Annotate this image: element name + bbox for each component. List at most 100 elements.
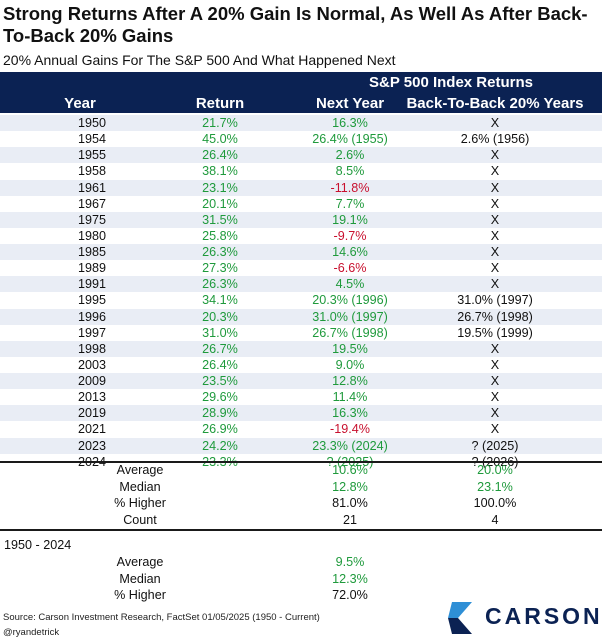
stats-back-to-back-value: 4: [491, 512, 499, 527]
row-back-to-back-cell: 2.6% (1956): [460, 132, 530, 147]
header-group-label: S&P 500 Index Returns: [369, 74, 533, 91]
table-row: 1998 26.7% 19.5% X: [0, 340, 602, 357]
row-year-cell: 2009: [77, 374, 107, 388]
table-row: 1995 34.1% 20.3% (1996) 31.0% (1997): [0, 292, 602, 308]
table-row: 1954 45.0% 26.4% (1955) 2.6% (1956): [0, 131, 602, 147]
header-year: Year: [64, 95, 96, 112]
carson-logo-text: CARSON: [485, 603, 602, 629]
row-back-to-back-cell: X: [490, 180, 500, 195]
period-stats-label: Average: [116, 555, 164, 569]
row-year-cell: 2013: [77, 390, 107, 405]
row-return-cell: 38.1%: [202, 164, 238, 179]
row-year-cell: 1967: [77, 196, 107, 211]
row-back-to-back-cell: X: [490, 116, 500, 130]
table-row: 1961 23.1% -11.8% X: [0, 179, 602, 196]
row-return-cell: 24.2%: [202, 438, 238, 453]
row-year-cell: 1958: [77, 164, 107, 179]
row-next-year-cell: 31.0% (1997): [312, 309, 388, 324]
author-handle: @ryandetrick: [3, 627, 60, 638]
row-return-cell: 27.3%: [202, 261, 238, 276]
period-stats-row: % Higher 72.0%: [0, 587, 602, 604]
row-year-cell: 1996: [77, 309, 107, 324]
row-year-cell: 2003: [77, 357, 107, 372]
table-row: 2023 24.2% 23.3% (2024) ? (2025): [0, 437, 602, 454]
row-return-cell: 21.7%: [202, 116, 238, 130]
row-next-year-cell: 8.5%: [335, 164, 365, 179]
chart-title: Strong Returns After A 20% Gain Is Norma…: [3, 3, 588, 46]
row-next-year-cell: 20.3% (1996): [312, 293, 388, 308]
table-row: 1958 38.1% 8.5% X: [0, 163, 602, 179]
row-back-to-back-cell: 19.5% (1999): [457, 325, 533, 340]
row-return-cell: 29.6%: [202, 390, 238, 405]
row-return-cell: 31.0%: [202, 325, 238, 340]
row-next-year-cell: 26.7% (1998): [312, 325, 388, 340]
row-year-cell: 1995: [77, 293, 107, 308]
row-back-to-back-cell: X: [490, 164, 500, 179]
stats-back-to-back-value: 100.0%: [473, 496, 517, 510]
table-row: 2019 28.9% 16.3% X: [0, 405, 602, 422]
row-year-cell: 1985: [77, 245, 107, 259]
table-row: 1996 20.3% 31.0% (1997) 26.7% (1998): [0, 308, 602, 325]
stats-back-to-back-value: 20.0%: [477, 463, 513, 477]
table-row: 1980 25.8% -9.7% X: [0, 228, 602, 244]
row-year-cell: 1961: [77, 180, 107, 195]
row-return-cell: 23.1%: [202, 180, 238, 195]
row-back-to-back-cell: X: [490, 212, 500, 227]
row-next-year-cell: 12.8%: [332, 374, 368, 388]
row-year-cell: 2021: [77, 422, 107, 437]
row-back-to-back-cell: X: [490, 390, 500, 405]
period-stats-value: 9.5%: [335, 555, 365, 569]
row-return-cell: 23.5%: [202, 374, 238, 388]
period-label: 1950 - 2024: [4, 538, 72, 552]
row-year-cell: 1991: [77, 277, 107, 292]
row-next-year-cell: 9.0%: [335, 357, 365, 372]
row-year-cell: 1998: [77, 341, 107, 356]
row-year-cell: 2023: [77, 438, 107, 453]
row-return-cell: 26.7%: [202, 341, 238, 356]
row-return-cell: 26.4%: [202, 357, 238, 372]
row-back-to-back-cell: X: [490, 196, 500, 211]
row-return-cell: 20.3%: [202, 309, 238, 324]
row-back-to-back-cell: X: [490, 261, 500, 276]
row-back-to-back-cell: X: [490, 228, 500, 243]
row-year-cell: 1954: [77, 132, 107, 147]
header-return: Return: [195, 95, 245, 112]
row-next-year-cell: -19.4%: [330, 422, 370, 437]
chart-subtitle: 20% Annual Gains For The S&P 500 And Wha…: [3, 52, 396, 68]
row-year-cell: 1955: [77, 148, 107, 163]
stats-next-year-value: 21: [342, 512, 357, 527]
row-next-year-cell: 16.3%: [332, 116, 368, 130]
stats-next-year-value: 81.0%: [332, 496, 368, 510]
row-next-year-cell: -9.7%: [333, 228, 367, 243]
row-back-to-back-cell: 26.7% (1998): [457, 309, 533, 324]
row-next-year-cell: 7.7%: [335, 196, 365, 211]
stats-label: % Higher: [114, 496, 166, 510]
stats-label: Median: [119, 479, 161, 494]
row-return-cell: 26.9%: [202, 422, 238, 437]
row-year-cell: 1950: [77, 116, 107, 130]
period-stats-label: % Higher: [114, 588, 166, 602]
table-row: 1989 27.3% -6.6% X: [0, 260, 602, 276]
row-return-cell: 26.4%: [202, 148, 238, 163]
stats-label: Average: [116, 463, 164, 477]
row-back-to-back-cell: X: [490, 406, 500, 421]
row-back-to-back-cell: X: [490, 245, 500, 259]
period-stats-value: 12.3%: [332, 571, 368, 586]
table-row: 1955 26.4% 2.6% X: [0, 147, 602, 164]
row-return-cell: 31.5%: [202, 212, 238, 227]
row-next-year-cell: 16.3%: [332, 406, 368, 421]
row-back-to-back-cell: X: [490, 422, 500, 437]
row-back-to-back-cell: ? (2025): [471, 438, 519, 453]
stats-next-year-value: 12.8%: [332, 479, 368, 494]
table-row: 1985 26.3% 14.6% X: [0, 244, 602, 261]
row-back-to-back-cell: X: [490, 341, 500, 356]
table-row: 1950 21.7% 16.3% X: [0, 115, 602, 132]
row-next-year-cell: 2.6%: [335, 148, 365, 163]
row-year-cell: 1997: [77, 325, 107, 340]
row-return-cell: 28.9%: [202, 406, 238, 421]
stats-row: Count 21 4: [0, 512, 602, 529]
stats-row: Average 10.6% 20.0%: [0, 462, 602, 479]
table-row: 2003 26.4% 9.0% X: [0, 357, 602, 373]
table-row: 1975 31.5% 19.1% X: [0, 211, 602, 228]
row-return-cell: 26.3%: [202, 277, 238, 292]
